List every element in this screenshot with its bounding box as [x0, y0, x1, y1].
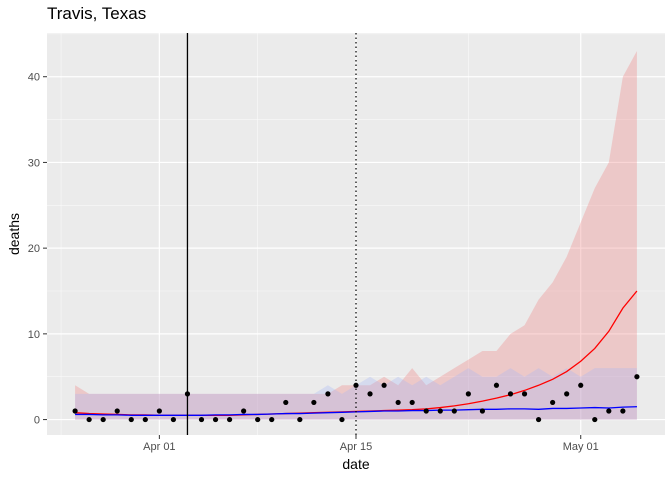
grid-major: [47, 33, 665, 435]
observed-point: [395, 399, 401, 406]
observed-point: [297, 416, 303, 423]
observed-point: [156, 408, 162, 414]
x-tick-label: Apr 15: [340, 441, 372, 453]
observed-point: [634, 374, 640, 380]
observed-point: [241, 408, 247, 414]
x-tick-label: May 01: [563, 441, 599, 453]
chart-title: Travis, Texas: [47, 4, 147, 23]
observed-point: [212, 416, 219, 423]
observed-point: [100, 416, 106, 423]
observed-point: [423, 408, 429, 414]
y-tick-label: 40: [28, 72, 40, 84]
observed-point: [564, 391, 570, 397]
observed-point: [269, 416, 275, 423]
observed-point: [114, 408, 120, 414]
observed-point: [592, 416, 598, 423]
x-tick-label: Apr 01: [143, 441, 175, 453]
observed-point: [606, 408, 612, 414]
observed-point: [226, 416, 233, 423]
observed-point: [493, 382, 500, 388]
observed-point: [550, 399, 556, 406]
y-tick-label: 10: [28, 329, 40, 341]
observed-point: [381, 382, 387, 388]
observed-point: [353, 382, 359, 388]
observed-point: [142, 416, 148, 423]
y-tick-label: 20: [28, 243, 40, 255]
observed-point: [465, 391, 471, 397]
observed-point: [184, 391, 191, 397]
observed-point: [283, 399, 289, 406]
y-tick-label: 0: [34, 415, 40, 427]
observed-point: [255, 416, 261, 423]
observed-point: [325, 391, 331, 397]
observed-point: [507, 391, 514, 397]
y-axis: 0 10 20 30 40: [28, 72, 47, 427]
y-axis-label: deaths: [6, 213, 22, 255]
observed-point: [479, 408, 486, 414]
x-axis-label: date: [342, 456, 369, 472]
observed-point: [578, 382, 584, 388]
observed-point: [451, 408, 457, 414]
observed-point: [521, 391, 528, 397]
observed-point: [86, 416, 92, 423]
observed-points: [72, 374, 640, 423]
observed-point: [198, 416, 205, 423]
reference-lines: [186, 33, 357, 435]
observed-point: [367, 391, 373, 397]
observed-point: [339, 416, 345, 423]
observed-point: [128, 416, 134, 423]
observed-point: [409, 399, 415, 406]
observed-point: [437, 408, 443, 414]
observed-point: [170, 416, 177, 423]
observed-point: [72, 408, 78, 414]
y-tick-label: 30: [28, 157, 40, 169]
observed-point: [535, 416, 542, 423]
x-axis: Apr 01 Apr 15 May 01: [143, 435, 599, 453]
observed-point: [311, 399, 317, 406]
observed-point: [620, 408, 626, 414]
